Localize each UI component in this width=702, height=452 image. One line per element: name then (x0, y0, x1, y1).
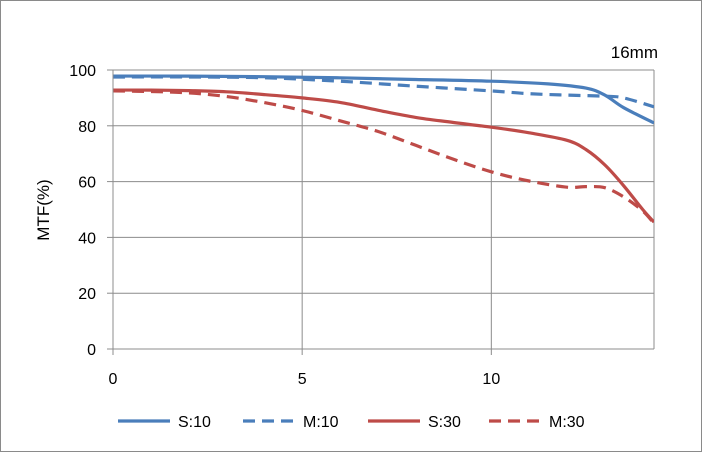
y-tick-label: 40 (78, 230, 96, 247)
series-line-s-10 (113, 74, 654, 125)
y-tick-label: 20 (78, 286, 96, 303)
series-layer (113, 74, 654, 225)
legend-label-s-10: S:10 (178, 414, 211, 431)
legend-label-m-10: M:10 (303, 414, 339, 431)
axis-layer: 0 20 40 60 80 100 0 5 10 (69, 63, 654, 388)
series-line-s-30 (113, 88, 654, 224)
grid-layer (113, 69, 655, 349)
x-tick-label: 10 (482, 371, 500, 388)
series-line-m-30 (113, 89, 654, 225)
legend-label-s-30: S:30 (428, 414, 461, 431)
chart-title: 16mm (611, 43, 658, 62)
x-tick-label: 5 (298, 371, 307, 388)
legend-label-m-30: M:30 (549, 414, 585, 431)
y-tick-label: 80 (78, 119, 96, 136)
y-tick-label: 100 (69, 63, 96, 80)
y-axis-title: MTF(%) (34, 179, 53, 240)
legend: S:10 M:10 S:30 M:30 (118, 414, 585, 431)
y-tick-label: 60 (78, 175, 96, 192)
y-tick-label: 0 (87, 342, 96, 359)
x-tick-label: 0 (109, 371, 118, 388)
